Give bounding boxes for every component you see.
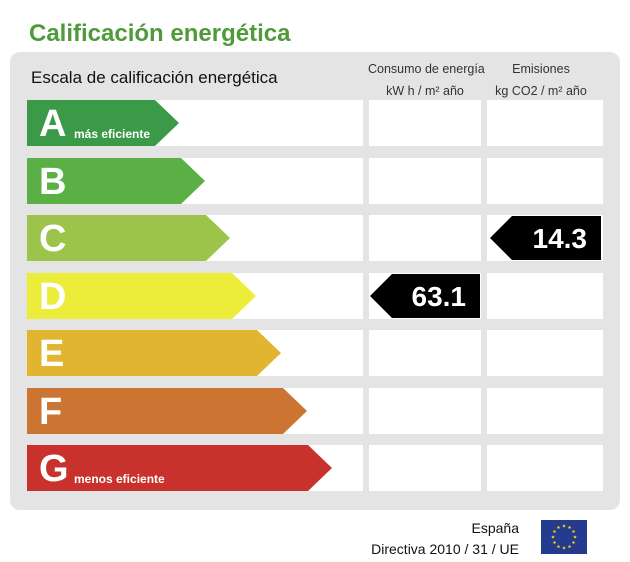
eu-star-icon: [552, 529, 557, 534]
emissions-indicator-value: 14.3: [532, 223, 588, 254]
consumption-header: Consumo de energía kW h / m² año: [368, 58, 485, 102]
eu-star-icon: [573, 535, 577, 539]
rating-letter: F: [39, 391, 63, 433]
consumption-cell-b: [369, 158, 481, 204]
rating-letter: A: [39, 103, 67, 145]
rating-bar-c: C: [27, 215, 230, 261]
eu-star-icon: [567, 544, 572, 549]
emissions-header-line1: Emisiones: [512, 62, 570, 76]
rating-bar-e: E: [27, 330, 281, 376]
eu-star-icon: [562, 546, 566, 550]
eu-star-icon: [551, 535, 555, 539]
consumption-indicator-value: 63.1: [411, 281, 467, 312]
eu-star-icon: [556, 525, 561, 530]
emissions-cell-d: [487, 273, 603, 319]
eu-star-icon: [552, 540, 557, 545]
country-label: España: [471, 520, 519, 536]
eu-star-icon: [571, 540, 576, 545]
consumption-cell-f: [369, 388, 481, 434]
scale-heading: Escala de calificación energética: [31, 68, 278, 87]
consumption-cell-e: [369, 330, 481, 376]
consumption-cell-c: [369, 215, 481, 261]
eu-star-icon: [556, 544, 561, 549]
rating-letter: B: [39, 161, 67, 203]
page-title: Calificación energética: [29, 20, 291, 47]
emissions-cell-a: [487, 100, 603, 146]
emissions-indicator: 14.3: [490, 216, 601, 260]
eu-star-icon: [567, 525, 572, 530]
rating-letter: D: [39, 276, 67, 318]
emissions-cell-g: [487, 445, 603, 491]
rating-letter: G: [39, 448, 69, 490]
consumption-header-line2: kW h / m² año: [386, 84, 464, 98]
emissions-cell-f: [487, 388, 603, 434]
emissions-cell-b: [487, 158, 603, 204]
eu-star-icon: [571, 529, 576, 534]
emissions-header: Emisiones kg CO2 / m² año: [486, 58, 596, 102]
rating-bar-b: B: [27, 158, 205, 204]
emissions-header-line2: kg CO2 / m² año: [495, 84, 587, 98]
rating-caption: menos eficiente: [74, 472, 165, 486]
rating-bar-d: D: [27, 273, 256, 319]
eu-star-icon: [562, 524, 566, 528]
rating-letter: C: [39, 218, 67, 260]
directive-label: Directiva 2010 / 31 / UE: [371, 541, 519, 557]
consumption-indicator: 63.1: [370, 274, 480, 318]
eu-flag-icon: [541, 520, 587, 554]
emissions-cell-e: [487, 330, 603, 376]
consumption-header-line1: Consumo de energía: [368, 62, 485, 76]
consumption-cell-a: [369, 100, 481, 146]
rating-caption: más eficiente: [74, 127, 151, 141]
consumption-cell-g: [369, 445, 481, 491]
rating-bar-f: F: [27, 388, 307, 434]
rating-letter: E: [39, 333, 65, 375]
